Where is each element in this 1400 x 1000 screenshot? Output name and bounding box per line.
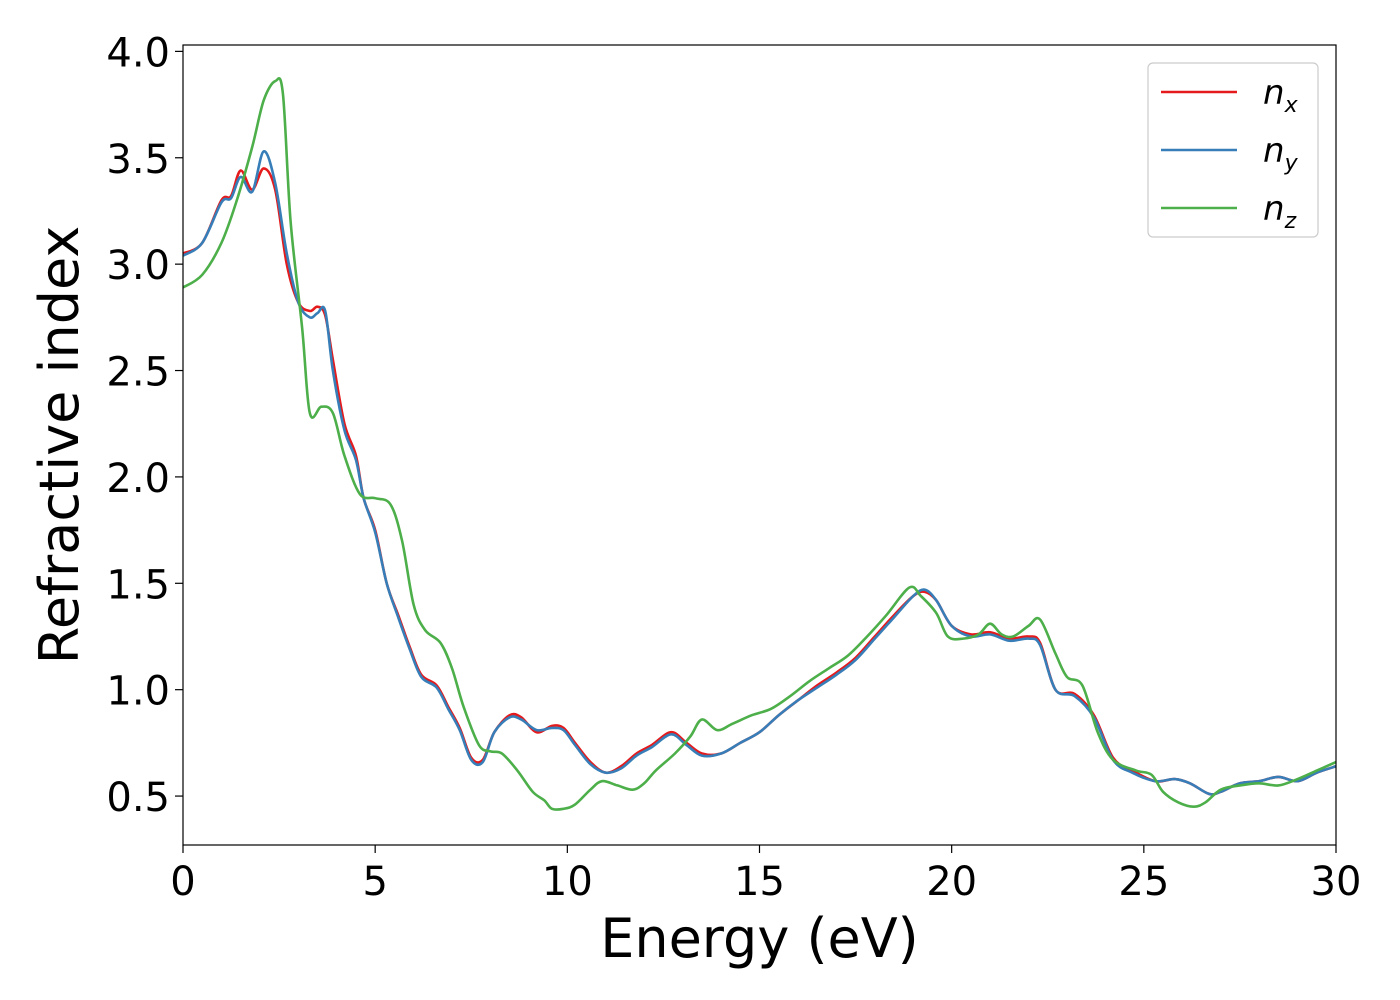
series-line-ny <box>183 150 1336 796</box>
x-tick-label: 0 <box>170 859 195 905</box>
y-tick-label: 1.0 <box>106 669 170 715</box>
y-tick-label: 3.5 <box>106 137 170 183</box>
y-tick-label: 3.0 <box>106 243 170 289</box>
legend-label-nx: nx <box>1263 73 1299 118</box>
x-tick-label: 25 <box>1118 859 1169 905</box>
x-tick-label: 30 <box>1311 859 1362 905</box>
y-tick-label: 1.5 <box>106 562 170 608</box>
x-axis-ticks: 0 5 10 15 20 25 30 <box>170 845 1361 905</box>
legend-label-ny: ny <box>1263 131 1299 176</box>
legend-label-nz: nz <box>1263 189 1297 234</box>
series-line-nz <box>183 77 1336 811</box>
y-axis-ticks: 0.5 1.0 1.5 2.0 2.5 3.0 3.5 4.0 <box>106 30 183 821</box>
y-tick-label: 0.5 <box>106 775 170 821</box>
y-tick-label: 2.0 <box>106 456 170 502</box>
x-tick-label: 10 <box>542 859 593 905</box>
y-tick-label: 2.5 <box>106 350 170 396</box>
x-tick-label: 20 <box>926 859 977 905</box>
x-axis-title: Energy (eV) <box>600 907 919 970</box>
x-tick-label: 5 <box>362 859 387 905</box>
series-layer <box>183 77 1336 811</box>
legend: nx ny nz <box>1147 62 1319 238</box>
y-tick-label: 4.0 <box>106 30 170 76</box>
y-axis-title: Refractive index <box>28 226 91 665</box>
x-tick-label: 15 <box>734 859 785 905</box>
